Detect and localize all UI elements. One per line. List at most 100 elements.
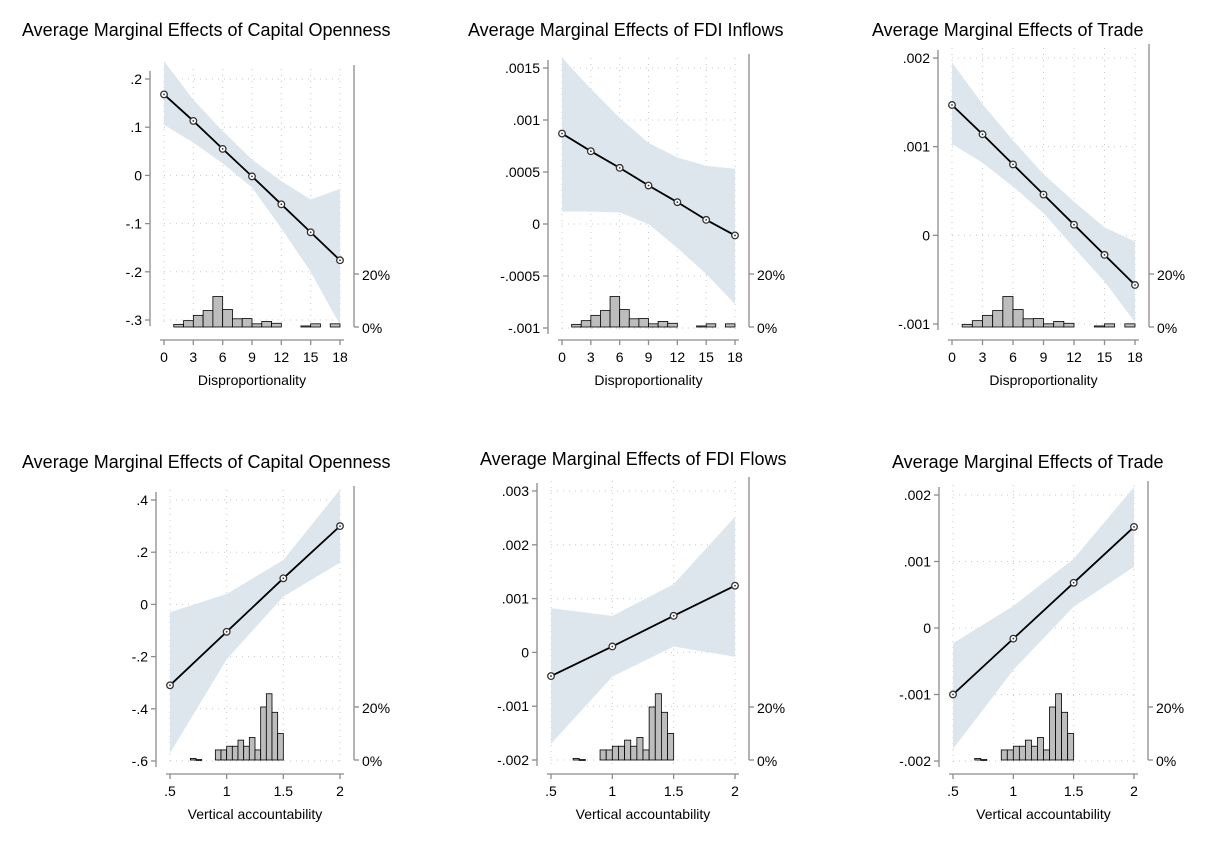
histogram-bar — [189, 758, 197, 761]
x-tick-label: 0 — [160, 349, 168, 365]
histogram-bar — [329, 323, 341, 328]
secondary-tick-label: 0% — [1156, 753, 1176, 769]
estimate-point-center — [1133, 526, 1135, 528]
histogram-bar — [696, 325, 707, 328]
x-tick-label: 1 — [1009, 783, 1017, 799]
estimate-point-center — [1012, 163, 1014, 166]
x-tick-label: 12 — [670, 349, 686, 365]
histogram-bar — [661, 711, 668, 761]
histogram-bar — [724, 323, 736, 328]
histogram-bar — [1000, 749, 1008, 761]
histogram-bar — [254, 749, 262, 761]
x-tick-label: 1 — [608, 783, 616, 799]
histogram-bar — [705, 323, 717, 328]
histogram-bar — [609, 296, 621, 328]
histogram-bar — [605, 749, 613, 761]
y-tick-label: -.002 — [497, 752, 529, 768]
confidence-band — [170, 489, 340, 754]
histogram-bar — [173, 323, 184, 328]
x-tick-label: 18 — [1127, 349, 1143, 365]
x-axis-label: Disproportionality — [198, 372, 306, 388]
x-axis-label: Vertical accountability — [976, 806, 1111, 822]
estimate-point-center — [981, 133, 984, 136]
estimate-point-center — [951, 104, 953, 106]
histogram-bar — [265, 693, 273, 761]
estimate-point-center — [1012, 637, 1015, 640]
secondary-tick-label: 0% — [757, 320, 777, 336]
y-tick-label: -.2 — [126, 264, 143, 280]
x-tick-label: 3 — [587, 349, 595, 365]
x-tick-label: 1.5 — [664, 783, 684, 799]
panel-4: Average Marginal Effects of Capital Open… — [22, 452, 391, 822]
estimate-point-center — [339, 259, 341, 262]
histogram-bar — [1063, 322, 1075, 328]
y-tick-label: -.001 — [899, 687, 931, 703]
estimate-point-center — [589, 150, 592, 153]
estimate-point-center — [282, 577, 285, 580]
histogram-bar — [657, 321, 669, 328]
y-tick-label: -.0005 — [500, 268, 540, 284]
secondary-tick-label: 20% — [757, 267, 785, 283]
estimate-point-center — [225, 630, 228, 633]
y-tick-label: .002 — [502, 537, 529, 553]
x-tick-label: 12 — [1066, 349, 1082, 365]
histogram-bar — [1124, 323, 1136, 328]
estimate-point-center — [163, 93, 165, 96]
y-tick-label: 0 — [134, 167, 142, 183]
x-tick-label: 2 — [731, 783, 739, 799]
estimate-point-center — [251, 175, 253, 178]
histogram-bar — [971, 320, 983, 328]
x-axis-label: Disproportionality — [989, 372, 1097, 388]
histogram-bar — [222, 309, 233, 328]
x-tick-label: 15 — [698, 349, 714, 365]
y-tick-label: -.2 — [132, 649, 149, 665]
histogram-bar — [624, 739, 632, 761]
histogram-bar — [226, 745, 233, 761]
histogram-bar — [1104, 323, 1116, 328]
histogram-bar — [648, 706, 656, 761]
y-tick-label: .001 — [903, 139, 930, 155]
y-tick-label: -.001 — [508, 320, 540, 336]
panel-3: Average Marginal Effects of Trade -.001 0.… — [872, 20, 1185, 388]
histogram-bar — [212, 296, 224, 328]
y-tick-label: -.001 — [898, 316, 930, 332]
y-tick-label: -.6 — [132, 753, 149, 769]
histogram-bar — [183, 320, 194, 328]
estimate-point-center — [339, 525, 341, 527]
x-tick-label: 0 — [948, 349, 956, 365]
histogram-bar — [630, 745, 638, 761]
estimate-point-center — [672, 614, 675, 617]
histogram-bar — [590, 314, 601, 328]
histogram-bar — [628, 318, 640, 328]
confidence-band — [562, 57, 735, 305]
x-tick-label: 9 — [248, 349, 256, 365]
estimate-point-center — [221, 147, 224, 150]
histogram-bar — [202, 310, 214, 328]
histogram-bar — [1043, 323, 1055, 328]
y-tick-label: .001 — [904, 554, 931, 570]
x-tick-label: 9 — [645, 349, 653, 365]
x-axis-label: Vertical accountability — [576, 806, 711, 822]
y-tick-label: .002 — [903, 50, 930, 66]
y-tick-label: 0 — [521, 644, 529, 660]
histogram-bar — [243, 745, 250, 761]
x-tick-label: .5 — [947, 783, 959, 799]
histogram-bar — [974, 758, 982, 761]
histogram-bar — [961, 323, 973, 328]
x-tick-label: 2 — [1130, 783, 1138, 799]
y-tick-label: .0005 — [505, 164, 540, 180]
histogram-bar — [261, 321, 272, 328]
x-tick-label: .5 — [545, 783, 557, 799]
histogram-bar — [619, 309, 630, 328]
y-tick-label: 0 — [532, 216, 540, 232]
histogram-bar — [1012, 309, 1024, 328]
histogram-bar — [1006, 749, 1014, 761]
histogram-bar — [277, 733, 284, 761]
x-tick-label: 1 — [223, 783, 231, 799]
y-tick-label: -.4 — [132, 701, 149, 717]
x-tick-label: 0 — [558, 349, 566, 365]
histogram-bar — [195, 759, 203, 761]
histogram-bar — [982, 314, 994, 328]
y-tick-label: .4 — [136, 492, 148, 508]
y-tick-label: .0015 — [505, 60, 540, 76]
